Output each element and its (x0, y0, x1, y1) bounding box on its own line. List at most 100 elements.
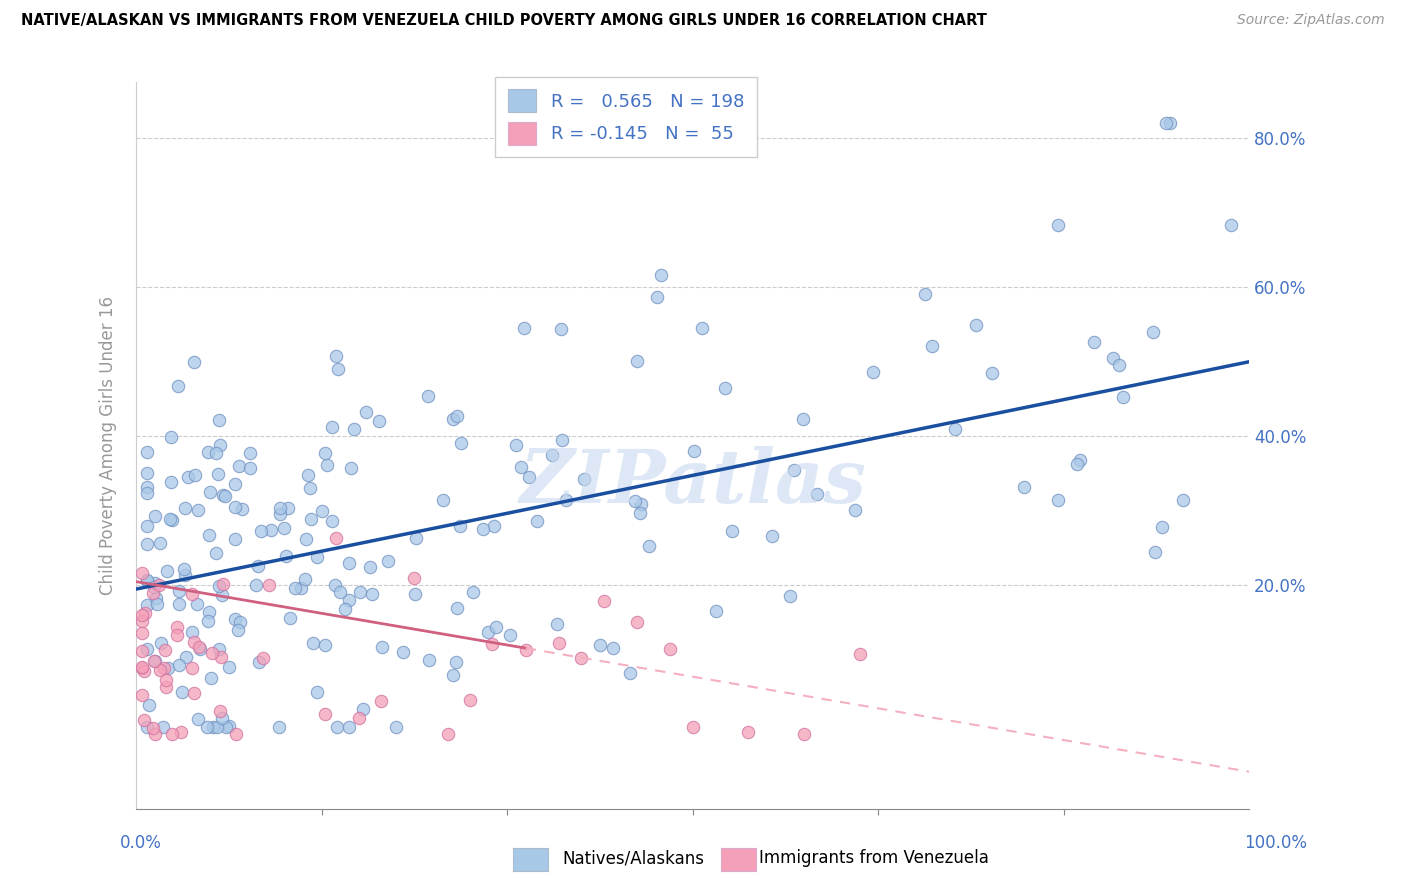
Text: Source: ZipAtlas.com: Source: ZipAtlas.com (1237, 13, 1385, 28)
Point (257, 578, 280, 592)
Point (349, 585, 371, 599)
Point (446, 655, 468, 669)
Point (352, 701, 374, 715)
Point (1047, 492, 1070, 507)
Legend: R =   0.565   N = 198, R = -0.145   N =  55: R = 0.565 N = 198, R = -0.145 N = 55 (495, 77, 756, 157)
Point (441, 667, 464, 681)
Point (981, 367, 1004, 381)
Point (404, 586, 426, 600)
Point (131, 660, 153, 674)
Point (572, 472, 595, 486)
Point (555, 493, 578, 508)
Point (183, 686, 205, 700)
Point (136, 720, 159, 734)
Point (914, 287, 936, 301)
Point (619, 665, 641, 680)
Point (245, 578, 267, 592)
Point (297, 467, 319, 482)
Point (269, 507, 291, 521)
Point (211, 576, 233, 591)
Point (299, 481, 322, 495)
Point (299, 512, 322, 526)
Point (692, 321, 714, 335)
Point (276, 549, 298, 564)
Point (143, 575, 166, 590)
Point (588, 638, 610, 652)
Point (207, 467, 229, 482)
Point (229, 615, 252, 629)
Point (1152, 520, 1174, 534)
Point (136, 574, 159, 588)
Point (198, 605, 221, 619)
Point (169, 725, 191, 739)
Point (174, 568, 197, 582)
Point (482, 518, 505, 533)
Text: Immigrants from Venezuela: Immigrants from Venezuela (759, 849, 988, 867)
Point (259, 524, 281, 538)
Point (136, 480, 159, 494)
Point (340, 461, 363, 475)
Point (1014, 480, 1036, 494)
Point (683, 444, 706, 458)
Point (136, 445, 159, 459)
Point (499, 628, 522, 642)
Point (188, 640, 211, 654)
Point (215, 720, 238, 734)
Point (337, 720, 360, 734)
Point (848, 647, 870, 661)
Point (155, 673, 177, 688)
Point (211, 488, 233, 502)
Point (155, 643, 177, 657)
Point (167, 597, 190, 611)
Point (252, 650, 274, 665)
Point (181, 660, 204, 674)
Point (704, 604, 727, 618)
Point (160, 513, 183, 527)
Point (224, 500, 246, 514)
Point (314, 446, 336, 460)
Point (630, 497, 652, 511)
Point (231, 501, 253, 516)
Point (142, 586, 165, 600)
Point (550, 322, 572, 336)
Point (1220, 218, 1243, 232)
Point (269, 500, 291, 515)
Point (326, 720, 349, 734)
Point (337, 593, 360, 607)
Point (143, 727, 166, 741)
Point (142, 721, 165, 735)
Point (1047, 219, 1070, 233)
Point (183, 634, 205, 648)
Point (159, 512, 181, 526)
Point (305, 685, 328, 699)
Point (325, 531, 347, 545)
Point (273, 520, 295, 534)
Point (637, 539, 659, 553)
Point (1069, 453, 1091, 467)
Point (441, 411, 464, 425)
Point (404, 571, 426, 585)
Point (405, 531, 427, 545)
Point (446, 409, 468, 424)
Point (225, 727, 247, 741)
Point (187, 503, 209, 517)
Point (783, 463, 806, 477)
Text: 0.0%: 0.0% (120, 834, 162, 852)
Point (250, 524, 273, 539)
Point (517, 469, 540, 483)
Point (449, 519, 471, 533)
Point (360, 586, 382, 600)
Point (314, 706, 336, 721)
Point (316, 458, 339, 472)
Text: Natives/Alaskans: Natives/Alaskans (562, 849, 704, 867)
Point (200, 484, 222, 499)
Point (134, 664, 156, 678)
Point (160, 475, 183, 489)
Point (354, 405, 377, 419)
Point (965, 318, 987, 333)
Point (626, 354, 648, 368)
Point (204, 446, 226, 460)
Point (218, 719, 240, 733)
Point (505, 438, 527, 452)
Point (569, 651, 592, 665)
